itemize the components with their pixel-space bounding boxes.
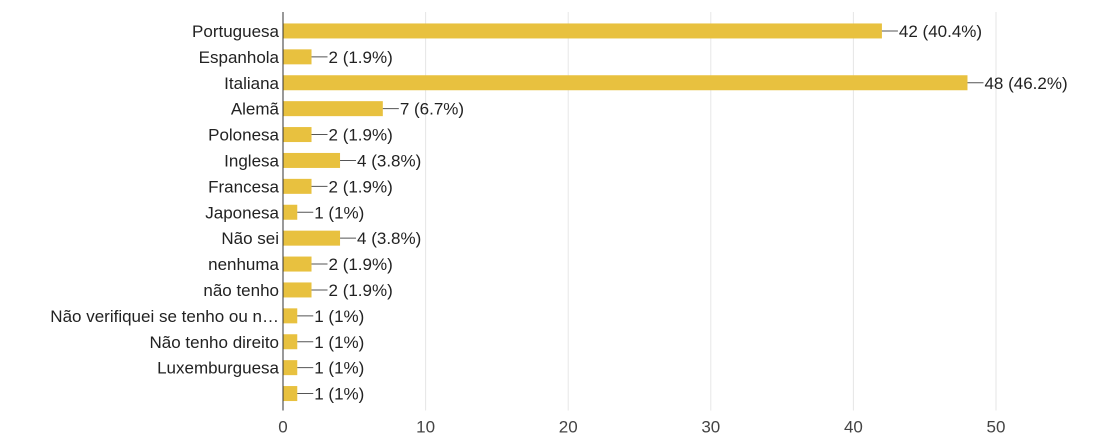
bar — [283, 49, 312, 65]
bar — [283, 334, 298, 350]
value-label: 4 (3.8%) — [357, 229, 421, 248]
category-label: Não sei — [221, 229, 279, 248]
grid-layer — [425, 12, 997, 411]
category-label: Francesa — [208, 177, 279, 196]
x-tick-label: 50 — [987, 418, 1006, 437]
value-label: 2 (1.9%) — [329, 177, 393, 196]
category-label: Inglesa — [224, 151, 279, 170]
category-label: Italiana — [224, 74, 279, 93]
category-label: nenhuma — [208, 255, 279, 274]
bar — [283, 23, 882, 39]
x-tick-label: 40 — [844, 418, 863, 437]
value-label: 1 (1%) — [314, 333, 364, 352]
x-tick-label: 0 — [278, 418, 287, 437]
bar — [283, 75, 968, 91]
bar — [283, 386, 298, 402]
category-label: não tenho — [203, 281, 279, 300]
tick-layer: 0 10 20 30 40 50 — [278, 418, 1005, 437]
bar — [283, 282, 312, 298]
label-layer: 42 (40.4%) Portuguesa 2 (1.9%) Espanhola 48 … — [50, 22, 1067, 404]
bar — [283, 204, 298, 220]
bar — [283, 152, 341, 168]
bar-layer — [283, 23, 968, 402]
category-label: Espanhola — [199, 48, 280, 67]
value-label: 2 (1.9%) — [329, 48, 393, 67]
bar — [283, 101, 383, 117]
value-label: 1 (1%) — [314, 385, 364, 404]
bar — [283, 308, 298, 324]
value-label: 42 (40.4%) — [899, 22, 982, 41]
bar — [283, 178, 312, 194]
bar — [283, 360, 298, 376]
bar — [283, 230, 341, 246]
category-label: Portuguesa — [192, 22, 279, 41]
category-label: Não verifiquei se tenho ou n… — [50, 307, 279, 326]
value-label: 1 (1%) — [314, 359, 364, 378]
value-label: 1 (1%) — [314, 203, 364, 222]
value-label: 2 (1.9%) — [329, 255, 393, 274]
value-label: 1 (1%) — [314, 307, 364, 326]
value-label: 4 (3.8%) — [357, 151, 421, 170]
category-label: Não tenho direito — [150, 333, 279, 352]
category-label: Luxemburguesa — [157, 359, 279, 378]
x-tick-label: 30 — [701, 418, 720, 437]
category-label: Japonesa — [205, 203, 279, 222]
category-label: Polonesa — [208, 126, 279, 145]
value-label: 7 (6.7%) — [400, 100, 464, 119]
value-label: 2 (1.9%) — [329, 126, 393, 145]
x-tick-label: 20 — [559, 418, 578, 437]
value-label: 48 (46.2%) — [984, 74, 1067, 93]
bar — [283, 127, 312, 143]
category-label: Alemã — [231, 100, 280, 119]
value-label: 2 (1.9%) — [329, 281, 393, 300]
x-tick-label: 10 — [416, 418, 435, 437]
bar — [283, 256, 312, 272]
